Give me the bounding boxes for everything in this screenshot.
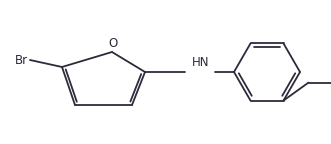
Text: O: O (108, 37, 118, 50)
Text: HN: HN (192, 55, 210, 69)
Text: Br: Br (15, 54, 28, 67)
